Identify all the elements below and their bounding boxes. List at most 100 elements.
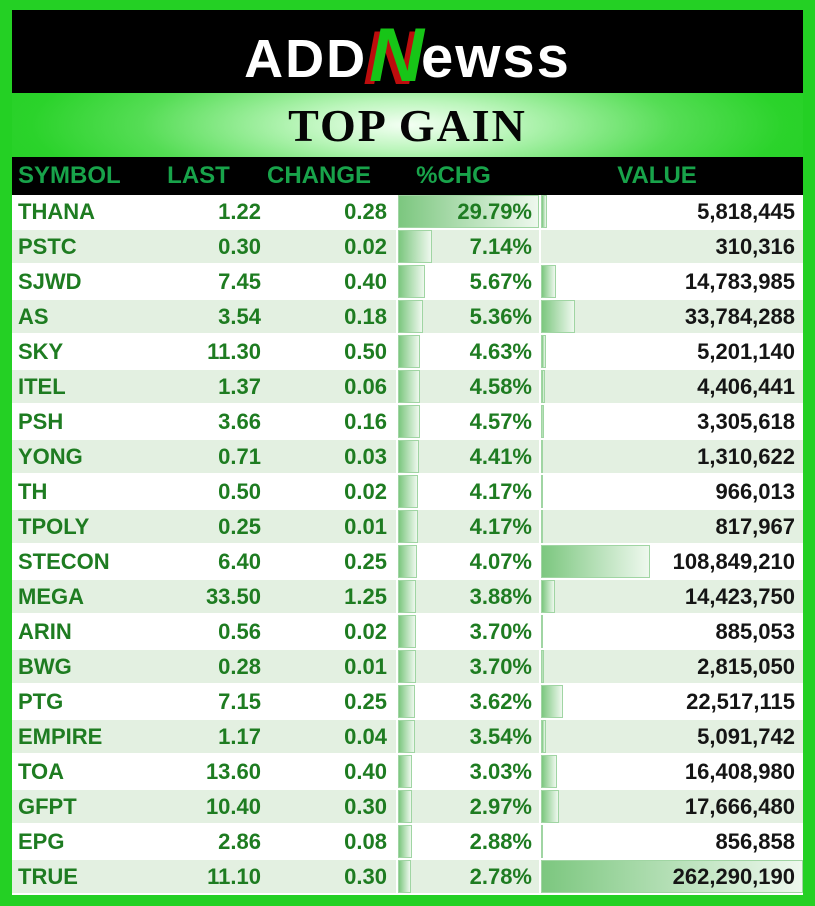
value-cell: 22,517,115 (539, 685, 803, 718)
value-cell: 2,815,050 (539, 650, 803, 683)
symbol-cell: STECON (18, 548, 110, 574)
pct-chg-cell: 2.78% (396, 860, 539, 893)
table-row: GFPT 10.40 0.30 2.97% 17,666,480 (12, 790, 803, 825)
change-cell: 0.02 (344, 478, 387, 504)
table-row: ARIN 0.56 0.02 3.70% 885,053 (12, 615, 803, 650)
last-cell: 1.22 (218, 198, 261, 224)
value-bar (541, 685, 564, 718)
table-row: STECON 6.40 0.25 4.07% 108,849,210 (12, 545, 803, 580)
value-bar (541, 650, 544, 683)
pct-chg-cell: 7.14% (396, 230, 539, 263)
symbol-cell: TH (18, 478, 48, 504)
table-row: PSH 3.66 0.16 4.57% 3,305,618 (12, 405, 803, 440)
pct-chg-cell: 3.54% (396, 720, 539, 753)
last-cell: 0.25 (218, 513, 261, 539)
last-cell: 6.40 (218, 548, 261, 574)
table-header: SYMBOL LAST CHANGE %CHG VALUE (12, 157, 803, 195)
value-bar (541, 720, 547, 753)
pct-chg-bar (398, 545, 418, 578)
value-bar (541, 510, 543, 543)
table-row: MEGA 33.50 1.25 3.88% 14,423,750 (12, 580, 803, 615)
value-bar (541, 195, 547, 228)
table-row: SKY 11.30 0.50 4.63% 5,201,140 (12, 335, 803, 370)
value-cell: 817,967 (539, 510, 803, 543)
change-cell: 0.25 (344, 548, 387, 574)
last-cell: 0.50 (218, 478, 261, 504)
value-bar (541, 370, 546, 403)
symbol-cell: BWG (18, 653, 72, 679)
pct-chg-bar (398, 650, 416, 683)
table-body: THANA 1.22 0.28 29.79% 5,818,445 PSTC 0.30 0.02… (12, 195, 803, 895)
logo-text-ewss: ewss (421, 24, 571, 90)
pct-chg-bar (398, 300, 424, 333)
logo-text-add: ADD (244, 28, 368, 89)
value-bar (541, 405, 545, 438)
value-cell: 966,013 (539, 475, 803, 508)
table-row: TRUE 11.10 0.30 2.78% 262,290,190 (12, 860, 803, 895)
value-bar (541, 825, 543, 858)
column-header-symbol: SYMBOL (18, 162, 121, 189)
last-cell: 0.28 (218, 653, 261, 679)
pct-chg-bar (398, 230, 432, 263)
pct-chg-bar (398, 755, 413, 788)
change-cell: 0.01 (344, 653, 387, 679)
symbol-cell: THANA (18, 198, 95, 224)
title-band: TOP GAIN (12, 93, 803, 157)
pct-chg-bar (398, 475, 418, 508)
pct-chg-bar (398, 510, 418, 543)
pct-chg-bar (398, 195, 539, 228)
table-row: BWG 0.28 0.01 3.70% 2,815,050 (12, 650, 803, 685)
value-cell: 33,784,288 (539, 300, 803, 333)
symbol-cell: PTG (18, 688, 64, 714)
pct-chg-bar (398, 370, 420, 403)
logo-bar: ADD N ewss (12, 10, 803, 93)
pct-chg-cell: 3.70% (396, 615, 539, 648)
symbol-cell: EPG (18, 828, 65, 854)
pct-chg-cell: 2.88% (396, 825, 539, 858)
change-cell: 0.04 (344, 723, 387, 749)
symbol-cell: EMPIRE (18, 723, 103, 749)
last-cell: 0.71 (218, 443, 261, 469)
last-cell: 7.15 (218, 688, 261, 714)
value-cell: 5,091,742 (539, 720, 803, 753)
change-cell: 0.08 (344, 828, 387, 854)
change-cell: 0.18 (344, 303, 387, 329)
pct-chg-cell: 4.41% (396, 440, 539, 473)
symbol-cell: TPOLY (18, 513, 90, 539)
symbol-cell: TOA (18, 758, 65, 784)
symbol-cell: MEGA (18, 583, 84, 609)
symbol-cell: PSTC (18, 233, 77, 259)
pct-chg-cell: 3.88% (396, 580, 539, 613)
pct-chg-cell: 3.03% (396, 755, 539, 788)
value-cell: 5,818,445 (539, 195, 803, 228)
symbol-cell: TRUE (18, 863, 78, 889)
column-header-value: VALUE (617, 162, 697, 189)
last-cell: 33.50 (205, 583, 261, 609)
last-cell: 7.45 (218, 268, 261, 294)
last-cell: 1.37 (218, 373, 261, 399)
symbol-cell: GFPT (18, 793, 77, 819)
value-bar (541, 755, 558, 788)
change-cell: 0.03 (344, 443, 387, 469)
pct-chg-cell: 3.62% (396, 685, 539, 718)
last-cell: 1.17 (218, 723, 261, 749)
pct-chg-cell: 3.70% (396, 650, 539, 683)
value-cell: 856,858 (539, 825, 803, 858)
value-cell: 14,783,985 (539, 265, 803, 298)
symbol-cell: ITEL (18, 373, 66, 399)
addnewss-logo: ADD N ewss (244, 14, 571, 93)
pct-chg-cell: 5.67% (396, 265, 539, 298)
last-cell: 11.10 (207, 863, 261, 889)
pct-chg-bar (398, 265, 425, 298)
table-row: PTG 7.15 0.25 3.62% 22,517,115 (12, 685, 803, 720)
change-cell: 0.02 (344, 618, 387, 644)
symbol-cell: AS (18, 303, 49, 329)
pct-chg-bar (398, 720, 415, 753)
column-header-change: CHANGE (266, 162, 371, 189)
column-header-last: LAST (167, 162, 230, 189)
change-cell: 0.28 (344, 198, 387, 224)
table-row: TH 0.50 0.02 4.17% 966,013 (12, 475, 803, 510)
pct-chg-cell: 4.17% (396, 510, 539, 543)
last-cell: 10.40 (205, 793, 261, 819)
